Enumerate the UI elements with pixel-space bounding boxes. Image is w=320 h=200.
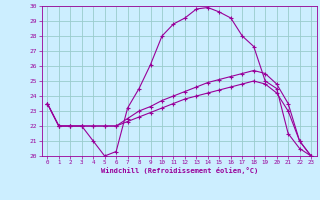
X-axis label: Windchill (Refroidissement éolien,°C): Windchill (Refroidissement éolien,°C) [100,167,258,174]
